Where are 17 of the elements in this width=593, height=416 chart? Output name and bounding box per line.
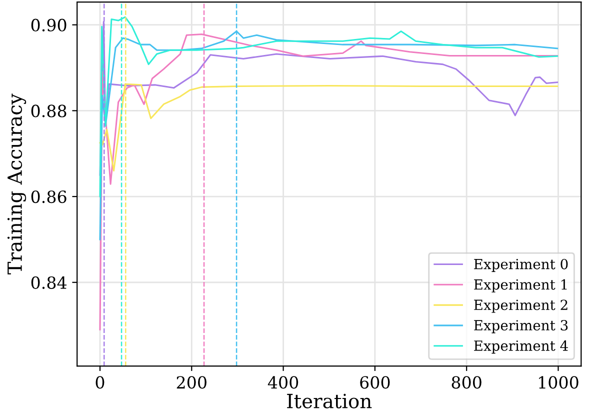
legend-label: Experiment 0 — [474, 258, 568, 272]
legend-label: Experiment 2 — [474, 300, 568, 313]
y-tick-label: 0.86 — [31, 190, 66, 204]
y-tick-label: 0.88 — [31, 104, 66, 118]
x-axis-title: Iteration — [287, 394, 372, 408]
y-tick-label: 0.90 — [31, 18, 66, 32]
x-tick-label: 1000 — [539, 376, 578, 389]
y-axis-title: Training Accuracy — [7, 94, 26, 274]
x-tick-label: 800 — [452, 376, 482, 389]
x-tick-label: 400 — [268, 376, 298, 389]
x-tick-label: 200 — [176, 376, 206, 389]
legend-label: Experiment 4 — [474, 340, 568, 354]
x-tick-label: 600 — [360, 376, 390, 389]
y-tick-label: 0.84 — [31, 276, 67, 289]
x-tick-label: 0 — [96, 376, 104, 389]
legend-label: Experiment 1 — [474, 279, 567, 292]
legend-label: Experiment 3 — [474, 320, 568, 334]
